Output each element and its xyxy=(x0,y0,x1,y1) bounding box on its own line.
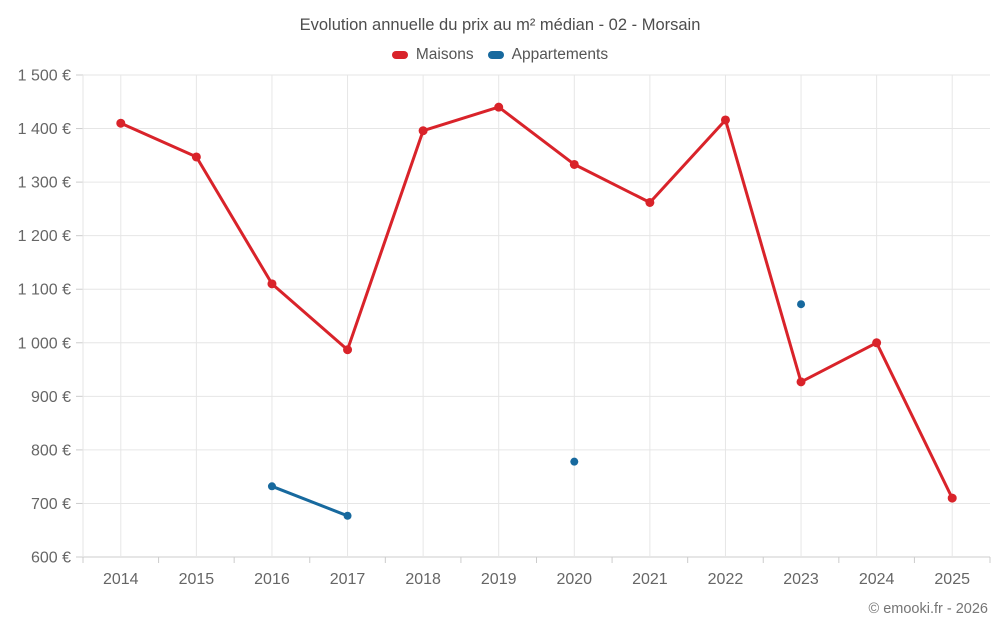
y-axis-label-1000: 1 000 € xyxy=(18,335,71,352)
legend-label-maisons: Maisons xyxy=(415,46,474,63)
maisons-point-2016[interactable] xyxy=(267,279,277,289)
y-axis-label-600: 600 € xyxy=(31,550,71,567)
maisons-point-2014[interactable] xyxy=(116,118,126,128)
x-axis-label-2019: 2019 xyxy=(481,571,517,588)
maisons-point-2025[interactable] xyxy=(947,493,957,503)
x-axis-label-2023: 2023 xyxy=(783,571,819,588)
x-axis-label-2015: 2015 xyxy=(179,571,215,588)
y-axis-label-1300: 1 300 € xyxy=(18,175,71,192)
y-axis-label-900: 900 € xyxy=(31,389,71,406)
x-axis-label-2020: 2020 xyxy=(556,571,592,588)
chart-legend: Maisons Appartements xyxy=(0,46,1000,64)
y-axis-label-800: 800 € xyxy=(31,442,71,459)
maisons-point-2021[interactable] xyxy=(645,197,655,207)
appartements-point-2016[interactable] xyxy=(267,482,276,491)
maisons-point-2022[interactable] xyxy=(720,115,730,125)
maisons-point-2024[interactable] xyxy=(872,338,882,348)
x-axis-label-2021: 2021 xyxy=(632,571,668,588)
y-axis-label-1200: 1 200 € xyxy=(18,228,71,245)
appartements-point-2023[interactable] xyxy=(797,300,806,309)
series-line-maisons xyxy=(119,105,954,500)
y-axis-label-700: 700 € xyxy=(31,496,71,513)
y-axis-label-1500: 1 500 € xyxy=(18,68,71,85)
maisons-point-2018[interactable] xyxy=(418,126,428,136)
x-axis-label-2025: 2025 xyxy=(934,571,970,588)
x-axis-label-2024: 2024 xyxy=(859,571,895,588)
appartements-series-marker-icon xyxy=(487,51,504,59)
y-axis-label-1400: 1 400 € xyxy=(18,121,71,138)
legend-item-appartements[interactable]: Appartements xyxy=(487,46,609,64)
legend-label-appartements: Appartements xyxy=(511,46,609,63)
legend-item-maisons[interactable]: Maisons xyxy=(391,46,474,64)
maisons-point-2023[interactable] xyxy=(796,377,806,387)
appartements-point-2020[interactable] xyxy=(570,457,579,466)
x-axis-label-2016: 2016 xyxy=(254,571,290,588)
x-axis-label-2018: 2018 xyxy=(405,571,441,588)
x-axis-label-2022: 2022 xyxy=(708,571,744,588)
x-axis-label-2017: 2017 xyxy=(330,571,366,588)
y-axis-label-1100: 1 100 € xyxy=(18,282,71,299)
maisons-point-2019[interactable] xyxy=(494,102,504,112)
maisons-point-2017[interactable] xyxy=(343,345,353,355)
credit-text: © emooki.fr - 2026 xyxy=(868,601,988,617)
maisons-point-2015[interactable] xyxy=(191,152,201,162)
chart-title: Evolution annuelle du prix au m² médian … xyxy=(299,16,701,34)
appartements-point-2017[interactable] xyxy=(343,511,352,520)
maisons-point-2020[interactable] xyxy=(569,159,579,169)
maisons-series-marker-icon xyxy=(391,51,408,59)
x-axis-label-2014: 2014 xyxy=(103,571,139,588)
